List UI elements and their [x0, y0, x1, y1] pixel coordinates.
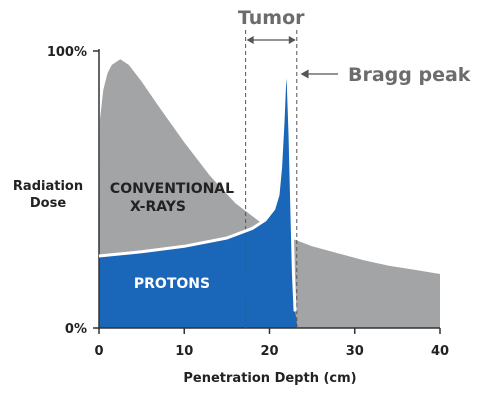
y-axis-label-line1: Radiation [13, 179, 83, 194]
bragg-peak-label: Bragg peak [348, 64, 471, 86]
y-axis-label-line2: Dose [30, 196, 66, 211]
series-label-protons: PROTONS [134, 276, 210, 292]
y-tick-label: 100% [47, 45, 87, 60]
x-tick-label: 0 [94, 344, 103, 359]
x-tick-label: 10 [175, 344, 193, 359]
x-tick-label: 40 [431, 344, 449, 359]
x-tick-label: 20 [260, 344, 278, 359]
tumor-label: Tumor [238, 7, 305, 29]
series-label-conventional-line1: CONVENTIONAL [110, 181, 234, 197]
axes: 0% 100% 0 10 20 30 40 [47, 45, 449, 359]
y-tick-label: 0% [65, 322, 87, 337]
protons-area [99, 64, 298, 329]
x-tick-label: 30 [346, 344, 364, 359]
annotations: Tumor Bragg peak [238, 7, 471, 328]
bragg-pointer-head [300, 69, 309, 79]
tumor-arrow-left-head [246, 36, 254, 44]
series-label-conventional-line2: X-RAYS [130, 199, 186, 215]
tumor-arrow-right-head [288, 36, 296, 44]
x-axis-label: Penetration Depth (cm) [183, 371, 356, 386]
protons-outline [98, 63, 297, 312]
